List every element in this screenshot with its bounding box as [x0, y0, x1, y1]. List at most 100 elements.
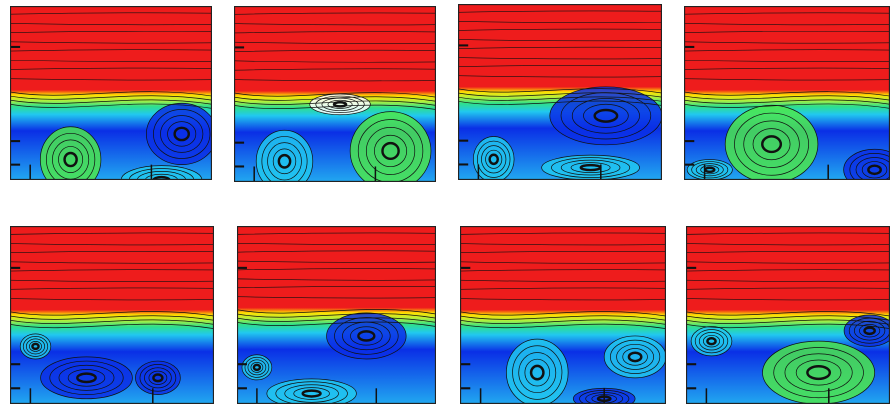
vortex-streamline [843, 148, 890, 180]
vortex-streamline [806, 365, 832, 381]
streamline [234, 92, 436, 98]
streamline [460, 319, 666, 325]
vortex-streamline [357, 330, 376, 342]
vortex-streamline [752, 128, 791, 161]
vortex-streamline [593, 108, 619, 123]
streamline [234, 31, 436, 34]
streamline [460, 298, 666, 301]
vortex-region [687, 159, 733, 180]
vortex-streamline [284, 384, 339, 403]
vortex-streamline [560, 159, 621, 176]
vortex-region [541, 155, 640, 180]
panel-frame [10, 6, 212, 180]
streamline [460, 315, 666, 321]
vortex-streamline [529, 364, 545, 381]
streamline [10, 41, 212, 44]
streamline [234, 96, 436, 102]
streamline [10, 261, 214, 264]
vortex-streamline [146, 102, 212, 165]
streamline [10, 232, 214, 235]
vortex-streamline [39, 126, 102, 180]
vortex-streamline [505, 338, 569, 404]
streamline [458, 21, 662, 24]
vortex-region [725, 105, 818, 180]
flow-field-plot [684, 6, 890, 180]
vortex-streamline [603, 335, 666, 379]
vortex-streamline [616, 343, 655, 370]
vortex-streamline [700, 165, 720, 175]
streamline [460, 250, 666, 254]
streamline [237, 260, 436, 263]
vortex-streamline [267, 142, 302, 181]
streamline [237, 321, 436, 327]
vortex-streamline [512, 345, 563, 400]
flow-panel-5 [10, 226, 214, 404]
vortex-streamline [541, 154, 640, 180]
streamline [10, 323, 214, 329]
vortex-streamline [58, 364, 115, 391]
streamline [686, 232, 890, 235]
vortex-streamline [863, 326, 876, 336]
streamline [684, 41, 890, 44]
streamline [234, 79, 436, 82]
vortex-streamline [19, 333, 52, 360]
vortex-streamline [695, 163, 724, 177]
streamline [686, 298, 890, 301]
vortex-streamline [706, 336, 717, 346]
vortex-streamline [40, 356, 133, 400]
vortex-streamline [849, 153, 890, 180]
vortex-streamline [266, 378, 357, 404]
panel-frame [10, 226, 214, 404]
vortex-streamline [622, 348, 648, 366]
vortex-streamline [277, 153, 292, 169]
streamline [234, 41, 436, 44]
panel-frame [684, 6, 890, 180]
vortex-streamline [571, 98, 640, 134]
streamline [458, 39, 662, 42]
vortex-streamline [551, 157, 631, 178]
streamline [458, 96, 662, 102]
vortex-streamline [167, 121, 197, 147]
streamline [458, 75, 662, 78]
vortex-region [40, 356, 133, 399]
streamline [458, 46, 662, 49]
streamline [686, 315, 890, 321]
vortex-streamline [247, 359, 267, 376]
vortex-streamline [743, 120, 800, 168]
streamline [460, 261, 666, 264]
streamline [10, 250, 214, 254]
vortex-streamline [795, 359, 842, 386]
vortex-streamline [334, 317, 399, 355]
vortex-streamline [275, 381, 348, 404]
flow-field-plot [10, 226, 214, 404]
vortex-region [691, 326, 732, 356]
vortex-streamline [173, 126, 190, 142]
vortex-streamline [58, 146, 84, 173]
streamline [458, 88, 662, 94]
streamline [234, 104, 436, 110]
vortex-streamline [250, 361, 264, 373]
streamline [10, 311, 214, 317]
vortex-streamline [549, 86, 662, 146]
vortex-streamline [272, 148, 297, 175]
streamline [10, 298, 214, 301]
vortex-region [549, 86, 662, 145]
vortex-streamline [855, 157, 890, 180]
vortex-streamline [690, 326, 733, 357]
streamline [10, 78, 212, 81]
flow-field-plot [237, 226, 436, 404]
flow-panel-6 [237, 226, 436, 404]
streamline [10, 67, 212, 70]
streamline [237, 268, 436, 271]
panel-frame [237, 226, 436, 404]
vortex-streamline [627, 351, 643, 363]
streamline [234, 68, 436, 71]
vortex-streamline [773, 347, 864, 399]
vortex-streamline [867, 164, 882, 176]
streamline [684, 99, 890, 105]
streamline [684, 49, 890, 52]
vortex-streamline [365, 126, 416, 175]
streamline [10, 315, 214, 321]
vortex-region [20, 333, 51, 359]
panel-frame [460, 226, 666, 404]
